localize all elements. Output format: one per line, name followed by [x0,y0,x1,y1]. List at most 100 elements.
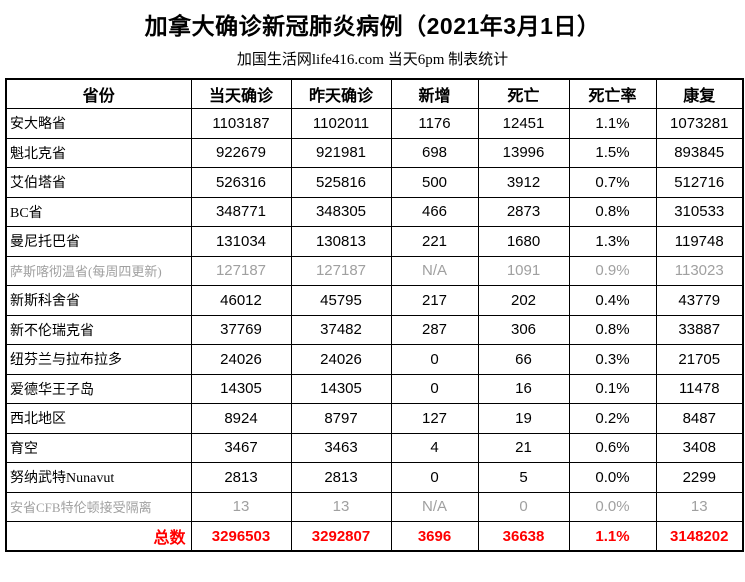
death-rate-cell: 0.2% [568,403,657,434]
new-cases-cell: 500 [390,167,479,198]
province-cell: 新不伦瑞克省 [5,314,192,345]
new-cases-cell: 0 [390,373,479,404]
table-row-cfb-trenton: 安省CFB特伦顿接受隔离 13 13 N/A 0 0.0% 13 [5,491,744,522]
yesterday-confirmed-cell: 2813 [290,462,392,493]
province-cell: 努纳武特Nunavut [5,462,192,493]
province-cell: 安大略省 [5,108,192,139]
recovered-cell: 8487 [655,403,744,434]
death-rate-cell: 0.8% [568,314,657,345]
province-cell: 安省CFB特伦顿接受隔离 [5,491,192,522]
total-new-cases-cell: 3696 [390,521,479,552]
table-row-yukon: 育空 3467 3463 4 21 0.6% 3408 [5,432,744,463]
today-confirmed-cell: 922679 [190,137,292,168]
col-yesterday-confirmed: 昨天确诊 [290,78,392,109]
table-row-manitoba: 曼尼托巴省 131034 130813 221 1680 1.3% 119748 [5,226,744,257]
today-confirmed-cell: 1103187 [190,108,292,139]
death-rate-cell: 0.3% [568,344,657,375]
yesterday-confirmed-cell: 37482 [290,314,392,345]
total-row: 总数 3296503 3292807 3696 36638 1.1% 31482… [5,521,744,552]
recovered-cell: 893845 [655,137,744,168]
province-cell: 西北地区 [5,403,192,434]
col-recovered: 康复 [655,78,744,109]
death-rate-cell: 0.4% [568,285,657,316]
yesterday-confirmed-cell: 130813 [290,226,392,257]
table-row-nunavut: 努纳武特Nunavut 2813 2813 0 5 0.0% 2299 [5,462,744,493]
today-confirmed-cell: 37769 [190,314,292,345]
province-cell: 纽芬兰与拉布拉多 [5,344,192,375]
table-row-pei: 爱德华王子岛 14305 14305 0 16 0.1% 11478 [5,373,744,404]
death-rate-cell: 1.3% [568,226,657,257]
deaths-cell: 19 [477,403,570,434]
yesterday-confirmed-cell: 1102011 [290,108,392,139]
recovered-cell: 11478 [655,373,744,404]
yesterday-confirmed-cell: 525816 [290,167,392,198]
new-cases-cell: 127 [390,403,479,434]
recovered-cell: 3408 [655,432,744,463]
deaths-cell: 66 [477,344,570,375]
recovered-cell: 2299 [655,462,744,493]
deaths-cell: 12451 [477,108,570,139]
deaths-cell: 1091 [477,255,570,286]
header-row: 省份 当天确诊 昨天确诊 新增 死亡 死亡率 康复 [5,78,744,109]
col-province: 省份 [5,78,192,109]
new-cases-cell: N/A [390,491,479,522]
table-row-bc: BC省 348771 348305 466 2873 0.8% 310533 [5,196,744,227]
death-rate-cell: 0.0% [568,491,657,522]
col-new-cases: 新增 [390,78,479,109]
page-subtitle: 加国生活网life416.com 当天6pm 制表统计 [236,52,509,68]
deaths-cell: 2873 [477,196,570,227]
new-cases-cell: 0 [390,462,479,493]
yesterday-confirmed-cell: 348305 [290,196,392,227]
death-rate-cell: 1.1% [568,108,657,139]
table-row-northwest-territories: 西北地区 8924 8797 127 19 0.2% 8487 [5,403,744,434]
province-cell: BC省 [5,196,192,227]
table-row-quebec: 魁北克省 922679 921981 698 13996 1.5% 893845 [5,137,744,168]
recovered-cell: 43779 [655,285,744,316]
table-row-alberta: 艾伯塔省 526316 525816 500 3912 0.7% 512716 [5,167,744,198]
deaths-cell: 16 [477,373,570,404]
today-confirmed-cell: 2813 [190,462,292,493]
deaths-cell: 1680 [477,226,570,257]
today-confirmed-cell: 526316 [190,167,292,198]
new-cases-cell: 0 [390,344,479,375]
today-confirmed-cell: 131034 [190,226,292,257]
recovered-cell: 119748 [655,226,744,257]
covid-stats-table: 省份 当天确诊 昨天确诊 新增 死亡 死亡率 康复 安大略省 1103187 1… [5,78,744,552]
table-row-ontario: 安大略省 1103187 1102011 1176 12451 1.1% 107… [5,108,744,139]
total-death-rate-cell: 1.1% [568,521,657,552]
col-today-confirmed: 当天确诊 [190,78,292,109]
page: 加拿大确诊新冠肺炎病例（2021年3月1日） 加国生活网life416.com … [5,13,744,552]
death-rate-cell: 0.7% [568,167,657,198]
recovered-cell: 113023 [655,255,744,286]
new-cases-cell: 1176 [390,108,479,139]
yesterday-confirmed-cell: 3463 [290,432,392,463]
today-confirmed-cell: 24026 [190,344,292,375]
today-confirmed-cell: 14305 [190,373,292,404]
recovered-cell: 310533 [655,196,744,227]
new-cases-cell: 217 [390,285,479,316]
new-cases-cell: 287 [390,314,479,345]
total-today-confirmed-cell: 3296503 [190,521,292,552]
death-rate-cell: 1.5% [568,137,657,168]
recovered-cell: 512716 [655,167,744,198]
death-rate-cell: 0.0% [568,462,657,493]
yesterday-confirmed-cell: 13 [290,491,392,522]
yesterday-confirmed-cell: 921981 [290,137,392,168]
yesterday-confirmed-cell: 45795 [290,285,392,316]
table-row-new-brunswick: 新不伦瑞克省 37769 37482 287 306 0.8% 33887 [5,314,744,345]
new-cases-cell: N/A [390,255,479,286]
col-death-rate: 死亡率 [568,78,657,109]
table-row-nova-scotia: 新斯科舍省 46012 45795 217 202 0.4% 43779 [5,285,744,316]
deaths-cell: 306 [477,314,570,345]
today-confirmed-cell: 8924 [190,403,292,434]
deaths-cell: 5 [477,462,570,493]
total-recovered-cell: 3148202 [655,521,744,552]
new-cases-cell: 221 [390,226,479,257]
province-cell: 魁北克省 [5,137,192,168]
death-rate-cell: 0.6% [568,432,657,463]
deaths-cell: 202 [477,285,570,316]
today-confirmed-cell: 348771 [190,196,292,227]
page-title: 加拿大确诊新冠肺炎病例（2021年3月1日） [144,13,601,39]
yesterday-confirmed-cell: 8797 [290,403,392,434]
province-cell: 艾伯塔省 [5,167,192,198]
